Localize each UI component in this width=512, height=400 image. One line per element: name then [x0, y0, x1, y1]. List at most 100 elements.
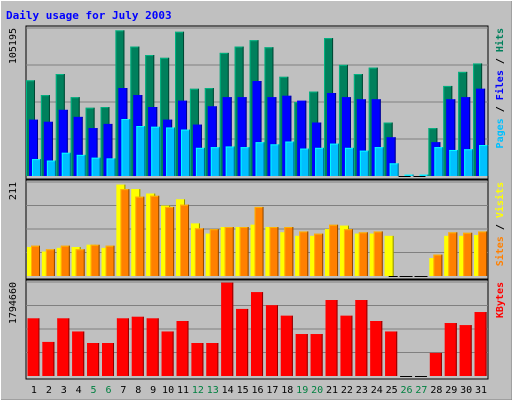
x-tick-label: 17	[266, 385, 278, 396]
bar-sites	[329, 224, 339, 276]
bar-pages	[76, 154, 86, 176]
bar-sites	[478, 231, 488, 276]
bar-pages	[46, 160, 56, 176]
bar-pages	[210, 147, 220, 176]
x-tick-label: 3	[61, 385, 67, 396]
x-tick-label: 30	[460, 385, 472, 396]
bar-files	[446, 99, 456, 176]
bar-files	[476, 88, 486, 176]
bar-sites	[120, 189, 130, 276]
bar-sites	[90, 244, 100, 276]
bar-kbytes	[221, 282, 234, 376]
side-label-part: Sites	[494, 236, 506, 266]
bar-pages	[434, 147, 444, 176]
bar-pages	[344, 147, 354, 176]
bar-sites	[75, 249, 85, 276]
bar-sites	[448, 232, 458, 276]
bar-pages	[285, 141, 295, 176]
series-sites	[31, 189, 488, 277]
bar-pages	[181, 129, 191, 176]
bar-kbytes	[265, 305, 278, 376]
side-label-part: KBytes	[495, 282, 506, 318]
x-tick-label: 22	[341, 385, 353, 396]
bar-pages	[166, 127, 176, 176]
series-kbytes	[27, 282, 487, 377]
side-label-part: /	[495, 52, 506, 70]
side-label-part: Files	[494, 70, 506, 100]
bar-files	[237, 97, 247, 176]
bar-pages	[479, 145, 489, 176]
x-tick-label: 27	[415, 385, 427, 396]
x-tick-label: 4	[76, 385, 82, 396]
side-label-part: Visits	[494, 182, 506, 218]
side-label-part: /	[495, 218, 506, 236]
bar-kbytes	[459, 325, 472, 376]
bar-files	[356, 99, 366, 176]
bar-pages	[136, 126, 146, 176]
bar-files	[461, 97, 471, 176]
panel-hits: 105195 Pages / Files / Hits	[8, 25, 506, 180]
side-label-visits: Sites / Visits	[494, 182, 506, 266]
y-tick-label-visits: 211	[8, 182, 19, 200]
x-tick-label: 23	[356, 385, 368, 396]
x-tick-label: 24	[371, 385, 383, 396]
bar-kbytes	[206, 343, 219, 376]
bar-pages	[359, 150, 369, 176]
bar-sites	[209, 229, 219, 276]
bar-files	[73, 116, 83, 176]
chart-title: Daily usage for July 2003	[6, 9, 172, 22]
side-label-hits: Pages / Files / Hits	[494, 28, 506, 148]
bar-kbytes	[236, 308, 249, 376]
bar-sites	[45, 249, 55, 276]
bar-kbytes	[280, 315, 293, 376]
bar-kbytes	[325, 300, 338, 376]
bar-pages	[389, 163, 399, 176]
bar-sites	[224, 226, 234, 276]
bar-sites	[135, 196, 145, 276]
x-tick-label: 10	[162, 385, 174, 396]
bar-pages	[106, 158, 116, 176]
bar-sites	[299, 231, 309, 276]
bar-files	[267, 97, 277, 176]
bar-files	[88, 128, 98, 176]
bar-pages	[449, 149, 459, 176]
panel-kbytes: 1794660 KBytes	[8, 279, 506, 380]
bar-files	[207, 106, 217, 176]
x-tick-label: 6	[105, 385, 111, 396]
bar-pages	[255, 142, 265, 176]
bar-kbytes	[146, 318, 159, 376]
side-label-part: Hits	[494, 28, 506, 52]
side-label-part: /	[495, 100, 506, 118]
x-tick-label: 18	[281, 385, 293, 396]
bar-pages	[121, 119, 131, 176]
x-tick-label: 7	[120, 385, 126, 396]
bar-sites	[463, 232, 473, 276]
x-tick-label: 8	[135, 385, 141, 396]
bar-sites	[314, 233, 324, 276]
panel-visits: 211 Sites / Visits	[8, 179, 506, 280]
bar-kbytes	[102, 343, 115, 376]
bar-kbytes	[295, 334, 308, 376]
bar-files	[297, 100, 307, 176]
bar-files	[58, 109, 68, 176]
x-tick-label: 25	[386, 385, 398, 396]
x-tick-label: 14	[222, 385, 234, 396]
bar-sites	[358, 232, 368, 276]
bar-kbytes	[72, 331, 85, 376]
x-tick-label: 28	[430, 385, 442, 396]
x-tick-label: 19	[296, 385, 308, 396]
x-tick-label: 1	[31, 385, 37, 396]
bar-files	[252, 81, 262, 176]
bar-kbytes	[191, 343, 204, 376]
bar-sites	[373, 231, 383, 276]
bar-pages	[225, 146, 235, 176]
bar-sites	[284, 226, 294, 276]
x-tick-label: 26	[401, 385, 413, 396]
bar-pages	[374, 147, 384, 176]
bar-pages	[151, 126, 161, 176]
bar-sites	[343, 229, 353, 276]
bar-files	[371, 99, 381, 176]
bar-pages	[240, 147, 250, 176]
bar-kbytes	[251, 292, 264, 376]
y-tick-label-kbytes: 1794660	[8, 282, 19, 324]
